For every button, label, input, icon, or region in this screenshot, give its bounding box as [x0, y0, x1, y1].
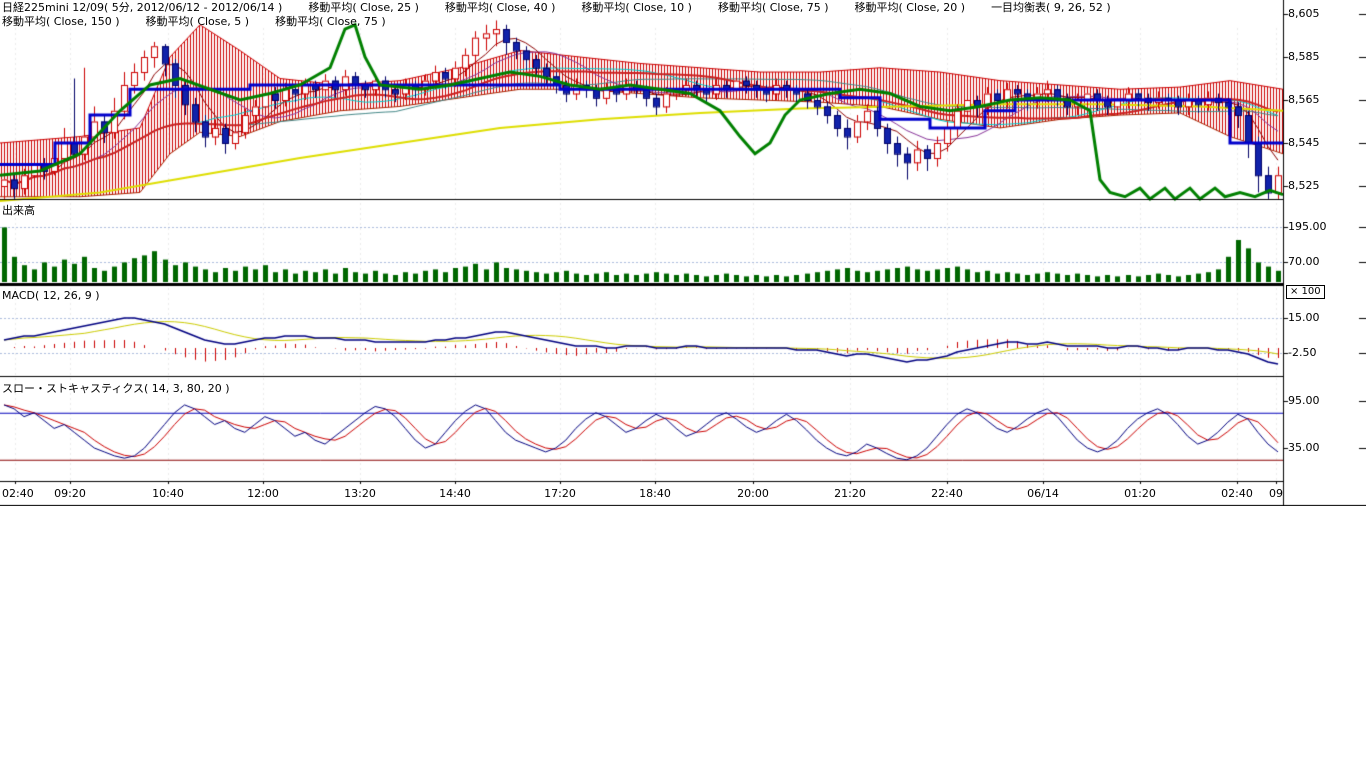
macd-axis-label: 15.00	[1288, 311, 1320, 324]
price-axis-label: 8,605	[1288, 7, 1320, 20]
time-label: 12:00	[247, 487, 279, 500]
time-label: 09:20	[54, 487, 86, 500]
time-label: 17:20	[544, 487, 576, 500]
volume-panel-title: 出来高	[2, 202, 35, 218]
time-label: 01:20	[1124, 487, 1156, 500]
time-label: 22:40	[931, 487, 963, 500]
macd-panel-title: MACD( 12, 26, 9 )	[2, 289, 100, 302]
indicator-label-ma75: 移動平均( Close, 75 )	[718, 1, 829, 14]
chart-window: 日経225mini 12/09( 5分, 2012/06/12 - 2012/0…	[0, 0, 1366, 506]
indicator-label-ma10: 移動平均( Close, 10 )	[581, 1, 692, 14]
time-label: 21:20	[834, 487, 866, 500]
time-label: 06/14	[1027, 487, 1059, 500]
time-label: 13:20	[344, 487, 376, 500]
chart-title: 日経225mini 12/09( 5分, 2012/06/12 - 2012/0…	[2, 1, 282, 14]
indicator-label-ichimoku: 一目均衡表( 9, 26, 52 )	[991, 1, 1111, 14]
volume-axis-label: 70.00	[1288, 255, 1320, 268]
time-label: 18:40	[639, 487, 671, 500]
chart-header-row2: 移動平均( Close, 150 ) 移動平均( Close, 5 ) 移動平均…	[2, 15, 386, 28]
price-axis-label: 8,545	[1288, 136, 1320, 149]
volume-multiplier-badge: × 100	[1286, 285, 1325, 299]
price-chart-canvas[interactable]	[0, 0, 1366, 506]
stoch-panel-title: スロー・ストキャスティクス( 14, 3, 80, 20 )	[2, 380, 230, 396]
time-label: 02:40	[2, 487, 34, 500]
time-label: 09	[1269, 487, 1283, 500]
price-axis-label: 8,585	[1288, 50, 1320, 63]
indicator-label-ma75b: 移動平均( Close, 75 )	[275, 15, 386, 28]
time-label: 14:40	[439, 487, 471, 500]
price-axis-label: 8,565	[1288, 93, 1320, 106]
stoch-axis-label: 35.00	[1288, 441, 1320, 454]
indicator-label-ma25: 移動平均( Close, 25 )	[308, 1, 419, 14]
macd-axis-label: -2.50	[1288, 346, 1316, 359]
time-label: 20:00	[737, 487, 769, 500]
indicator-label-ma40: 移動平均( Close, 40 )	[445, 1, 556, 14]
time-label: 10:40	[152, 487, 184, 500]
volume-axis-label: 195.00	[1288, 220, 1327, 233]
stoch-axis-label: 95.00	[1288, 394, 1320, 407]
chart-header-row1: 日経225mini 12/09( 5分, 2012/06/12 - 2012/0…	[2, 1, 1111, 14]
time-label: 02:40	[1221, 487, 1253, 500]
indicator-label-ma20: 移動平均( Close, 20 )	[855, 1, 966, 14]
indicator-label-ma150: 移動平均( Close, 150 )	[2, 15, 120, 28]
indicator-label-ma5: 移動平均( Close, 5 )	[146, 15, 250, 28]
price-axis-label: 8,525	[1288, 179, 1320, 192]
